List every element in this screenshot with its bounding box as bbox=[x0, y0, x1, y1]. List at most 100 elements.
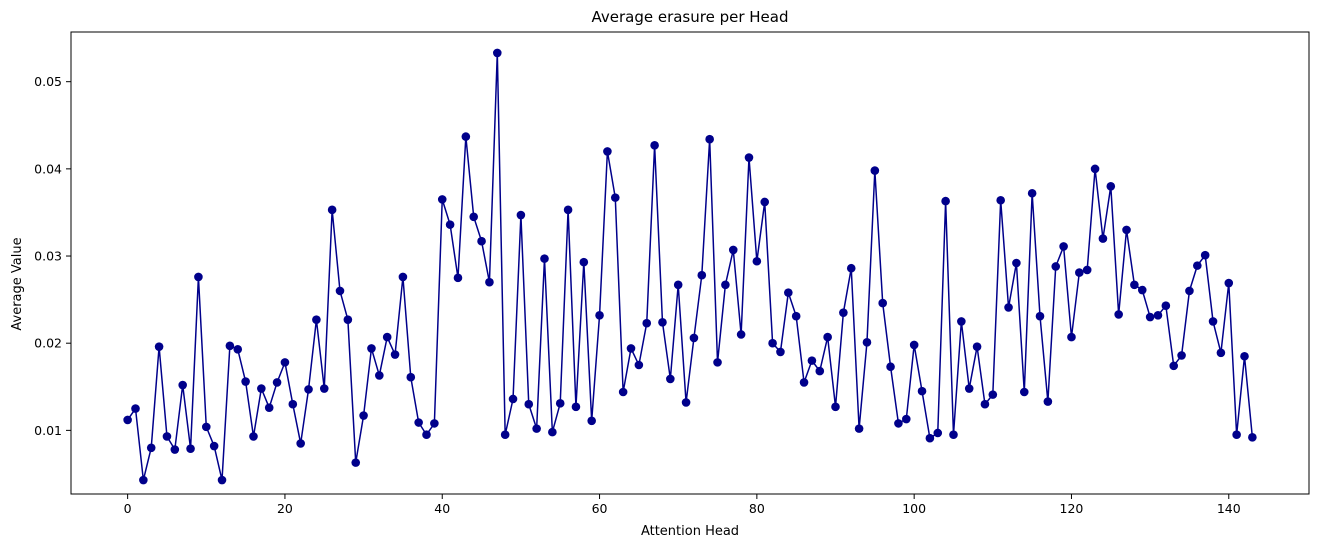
data-point bbox=[272, 378, 282, 387]
data-point bbox=[886, 362, 895, 372]
data-point bbox=[571, 402, 581, 412]
data-point bbox=[437, 195, 447, 204]
data-point bbox=[894, 419, 903, 428]
data-point bbox=[296, 439, 305, 448]
data-point bbox=[1216, 348, 1226, 358]
y-axis: 0.01 0.02 0.03 0.04 0.05 bbox=[34, 74, 71, 438]
data-point bbox=[862, 338, 872, 347]
data-point bbox=[736, 330, 746, 339]
data-point bbox=[933, 428, 943, 438]
data-point bbox=[327, 205, 337, 215]
data-point bbox=[949, 430, 958, 440]
data-point bbox=[1137, 285, 1147, 295]
x-tick-label: 120 bbox=[1060, 501, 1084, 516]
data-point bbox=[225, 341, 235, 351]
plot-area bbox=[70, 31, 1310, 495]
data-point bbox=[1004, 303, 1013, 312]
data-point bbox=[1224, 278, 1234, 288]
data-point bbox=[359, 411, 368, 420]
data-point bbox=[901, 414, 911, 424]
data-point bbox=[131, 404, 140, 413]
data-point bbox=[1035, 311, 1045, 321]
data-point bbox=[752, 256, 762, 266]
data-point bbox=[1193, 261, 1202, 270]
data-point bbox=[1043, 397, 1053, 406]
y-tick-label: 0.02 bbox=[34, 336, 62, 351]
data-point bbox=[1114, 310, 1123, 319]
data-point bbox=[642, 318, 652, 328]
data-point bbox=[485, 277, 494, 287]
data-point bbox=[744, 153, 754, 162]
data-point bbox=[375, 371, 384, 380]
data-point bbox=[312, 315, 321, 324]
data-point bbox=[1019, 387, 1029, 397]
data-point bbox=[917, 386, 927, 396]
data-point bbox=[854, 424, 864, 433]
data-point bbox=[540, 254, 549, 263]
data-point bbox=[1208, 317, 1218, 326]
data-point bbox=[398, 272, 408, 282]
data-point bbox=[288, 399, 298, 409]
data-point bbox=[516, 210, 526, 220]
data-point bbox=[233, 344, 243, 354]
data-point bbox=[728, 245, 738, 255]
data-point bbox=[304, 385, 313, 394]
data-point bbox=[390, 350, 400, 359]
data-point bbox=[666, 374, 675, 384]
data-point bbox=[626, 344, 636, 353]
data-point bbox=[367, 344, 376, 353]
data-point bbox=[721, 280, 730, 290]
data-point bbox=[492, 48, 502, 58]
data-point bbox=[461, 132, 471, 141]
data-point bbox=[249, 432, 258, 441]
data-point bbox=[941, 196, 950, 206]
data-point bbox=[980, 399, 990, 409]
data-point bbox=[201, 422, 211, 432]
data-point bbox=[925, 433, 935, 443]
data-point bbox=[988, 390, 998, 399]
data-point bbox=[123, 415, 132, 425]
data-point bbox=[957, 317, 966, 326]
data-point bbox=[713, 358, 722, 367]
x-axis-title: Attention Head bbox=[641, 524, 739, 539]
data-point bbox=[972, 342, 982, 351]
data-point bbox=[532, 424, 541, 433]
data-point bbox=[406, 372, 416, 382]
data-point bbox=[1130, 280, 1139, 290]
data-point bbox=[776, 347, 785, 357]
y-axis-title: Average Value bbox=[10, 237, 25, 330]
data-point bbox=[1232, 430, 1241, 440]
data-point bbox=[241, 377, 250, 386]
data-point bbox=[634, 360, 644, 370]
x-tick-label: 60 bbox=[592, 501, 608, 516]
data-point bbox=[870, 166, 880, 175]
data-point bbox=[445, 220, 455, 229]
data-point bbox=[154, 342, 164, 351]
data-point bbox=[178, 380, 187, 390]
data-point bbox=[1240, 351, 1249, 361]
data-point bbox=[1059, 242, 1068, 251]
data-point bbox=[1145, 312, 1155, 322]
data-point bbox=[705, 134, 714, 144]
y-tick-label: 0.05 bbox=[34, 74, 62, 89]
data-point bbox=[257, 384, 266, 393]
data-point bbox=[673, 280, 683, 290]
data-point bbox=[1051, 262, 1061, 271]
data-point bbox=[650, 141, 659, 150]
series-layer bbox=[123, 48, 1257, 485]
data-point bbox=[610, 193, 620, 202]
data-point bbox=[351, 458, 361, 467]
data-point bbox=[831, 402, 840, 412]
data-point bbox=[1169, 361, 1179, 371]
data-point bbox=[1153, 311, 1163, 320]
y-tick-label: 0.03 bbox=[34, 249, 62, 264]
data-point bbox=[823, 332, 832, 342]
data-point bbox=[579, 257, 589, 267]
data-point bbox=[689, 333, 699, 343]
data-point bbox=[760, 197, 770, 207]
data-point bbox=[139, 475, 148, 485]
data-point bbox=[815, 366, 825, 376]
data-point bbox=[618, 387, 628, 397]
x-tick-label: 0 bbox=[124, 501, 132, 516]
data-point bbox=[1106, 181, 1116, 191]
